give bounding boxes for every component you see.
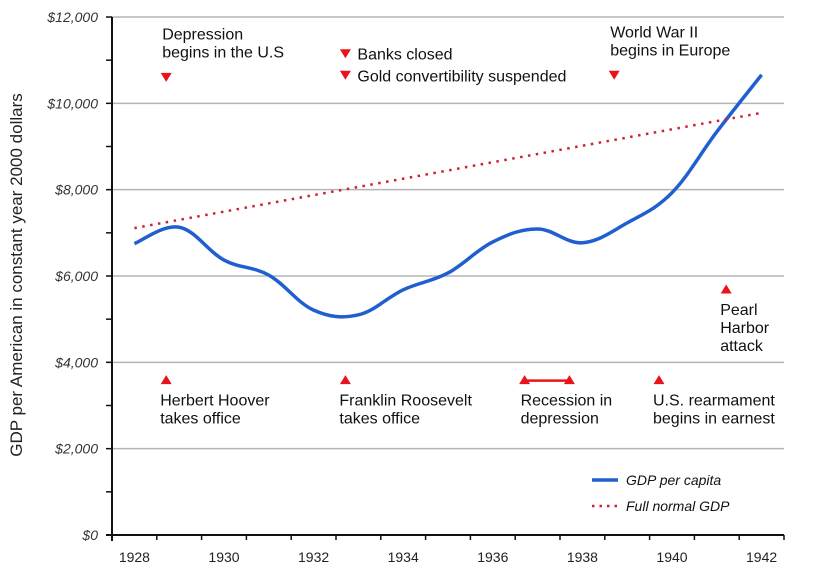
- y-tick-label: $2,000: [54, 441, 98, 457]
- x-tick-label: 1934: [388, 549, 419, 565]
- annotation-text: begins in the U.S: [162, 44, 284, 61]
- annotation-text: Banks closed: [357, 47, 452, 64]
- y-axis-ticks: $0 $2,000 $4,000 $6,000 $8,000 $10,000 $12,000: [46, 9, 112, 543]
- x-tick-label: 1930: [208, 549, 239, 565]
- x-tick-label: 1932: [298, 549, 329, 565]
- annotation-text: Herbert Hoover: [160, 393, 270, 410]
- down-triangle-marker: [160, 72, 172, 82]
- up-triangle-marker: [720, 284, 732, 294]
- x-tick-label: 1938: [567, 549, 598, 565]
- annotation-text: Recession in: [521, 393, 613, 410]
- annotation-text: begins in earnest: [653, 411, 775, 428]
- y-tick-label: $6,000: [54, 268, 98, 284]
- series-layer: [133, 73, 763, 319]
- y-tick-label: $12,000: [46, 9, 98, 25]
- y-tick-label: $8,000: [54, 182, 98, 198]
- annotation-text: World War II: [610, 24, 698, 41]
- up-triangle-marker: [519, 375, 531, 385]
- down-triangle-marker: [339, 49, 351, 59]
- legend-label-full-normal-gdp: Full normal GDP: [626, 498, 730, 514]
- up-triangle-marker: [339, 375, 351, 385]
- annotation-text: Franklin Roosevelt: [339, 393, 472, 410]
- axes: [106, 17, 784, 541]
- annotation-text: attack: [720, 338, 764, 355]
- annotation-banks-closed: Banks closed: [339, 47, 453, 64]
- legend-label-gdp-per-capita: GDP per capita: [626, 472, 721, 488]
- x-tick-label: 1942: [746, 549, 777, 565]
- y-tick-label: $10,000: [46, 95, 98, 111]
- grid-lines: [112, 16, 784, 450]
- x-tick-label: 1928: [119, 549, 150, 565]
- annotation-text: Depression: [162, 26, 243, 43]
- up-triangle-marker: [653, 375, 665, 385]
- x-tick-label: 1940: [656, 549, 687, 565]
- annotation-text: Gold convertibility suspended: [357, 68, 566, 85]
- up-triangle-marker: [160, 375, 172, 385]
- full-normal-gdp-line: [134, 111, 762, 230]
- x-axis-ticks: 1928 1930 1932 1934 1936 1938 1940 1942: [111, 535, 785, 565]
- down-triangle-marker: [608, 70, 620, 80]
- annotation-text: U.S. rearmament: [653, 393, 775, 410]
- annotation-text: takes office: [160, 411, 241, 428]
- legend: GDP per capita Full normal GDP: [592, 472, 730, 514]
- x-tick-label: 1936: [477, 549, 508, 565]
- y-tick-label: $4,000: [54, 354, 98, 370]
- gdp-per-capita-line: [133, 73, 763, 319]
- annotation-text: takes office: [339, 411, 420, 428]
- y-tick-label: $0: [81, 527, 98, 543]
- annotation-text: depression: [521, 411, 599, 428]
- down-triangle-marker: [339, 70, 351, 80]
- annotation-text: Harbor: [720, 320, 770, 337]
- annotation-gold-convertibility-suspended: Gold convertibility suspended: [339, 68, 566, 85]
- up-triangle-marker: [563, 375, 575, 385]
- y-axis-label: GDP per American in constant year 2000 d…: [7, 93, 26, 457]
- annotation-text: begins in Europe: [610, 42, 730, 59]
- annotation-text: Pearl: [720, 302, 757, 319]
